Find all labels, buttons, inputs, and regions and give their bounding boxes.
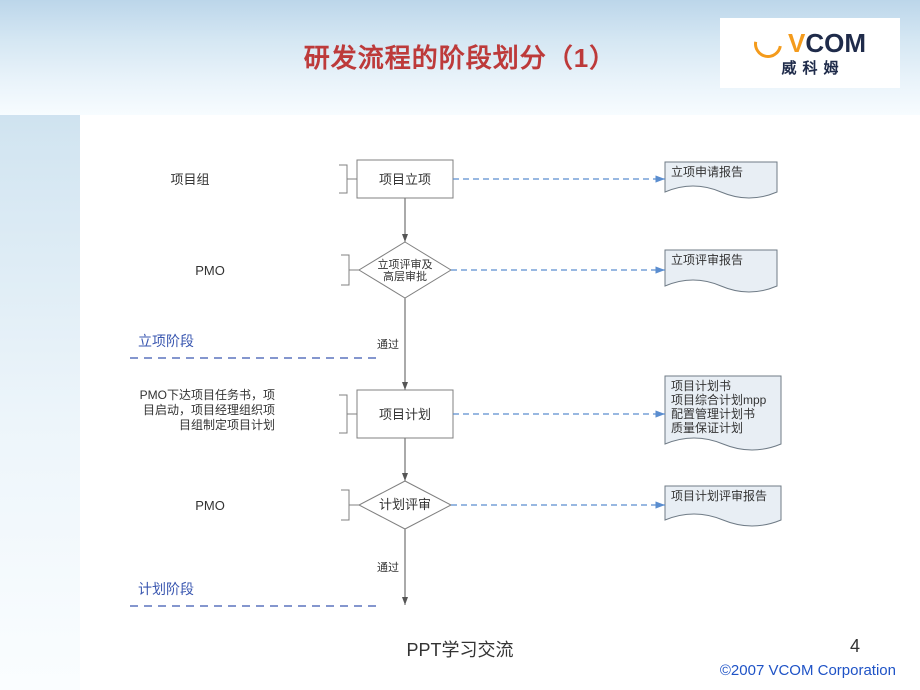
logo-latin: VCOM (788, 28, 866, 59)
svg-text:配置管理计划书: 配置管理计划书 (671, 406, 755, 421)
logo: VCOM 威科姆 (720, 18, 900, 88)
svg-text:立项阶段: 立项阶段 (138, 333, 194, 349)
svg-text:项目计划书: 项目计划书 (671, 379, 731, 393)
svg-text:项目立项: 项目立项 (379, 172, 431, 187)
svg-text:计划评审: 计划评审 (379, 497, 431, 512)
footer-text: PPT学习交流 (0, 636, 920, 662)
svg-text:项目组: 项目组 (170, 172, 209, 187)
page-number: 4 (850, 636, 860, 657)
svg-text:PMO: PMO (195, 498, 225, 513)
svg-text:项目计划评审报告: 项目计划评审报告 (671, 488, 767, 503)
svg-text:目组制定项目计划: 目组制定项目计划 (179, 417, 275, 432)
svg-text:立项评审及: 立项评审及 (378, 257, 433, 271)
svg-text:项目计划: 项目计划 (379, 407, 431, 422)
svg-text:通过: 通过 (377, 338, 399, 351)
logo-cn: 威科姆 (775, 57, 844, 78)
svg-text:高层审批: 高层审批 (383, 269, 427, 283)
svg-text:质量保证计划: 质量保证计划 (671, 421, 743, 435)
svg-text:通过: 通过 (377, 561, 399, 574)
svg-text:PMO: PMO (195, 263, 225, 278)
svg-text:PMO下达项目任务书，项: PMO下达项目任务书，项 (140, 387, 275, 402)
copyright: ©2007 VCOM Corporation (720, 662, 896, 679)
svg-text:计划阶段: 计划阶段 (138, 581, 194, 597)
svg-text:立项评审报告: 立项评审报告 (671, 252, 743, 267)
svg-text:项目综合计划mpp: 项目综合计划mpp (671, 392, 767, 407)
svg-text:立项申请报告: 立项申请报告 (671, 164, 743, 179)
flowchart: 通过通过项目立项立项评审及高层审批项目计划计划评审项目组PMOPMOPMO下达项… (130, 150, 920, 610)
svg-text:目启动，项目经理组织项: 目启动，项目经理组织项 (143, 403, 275, 417)
